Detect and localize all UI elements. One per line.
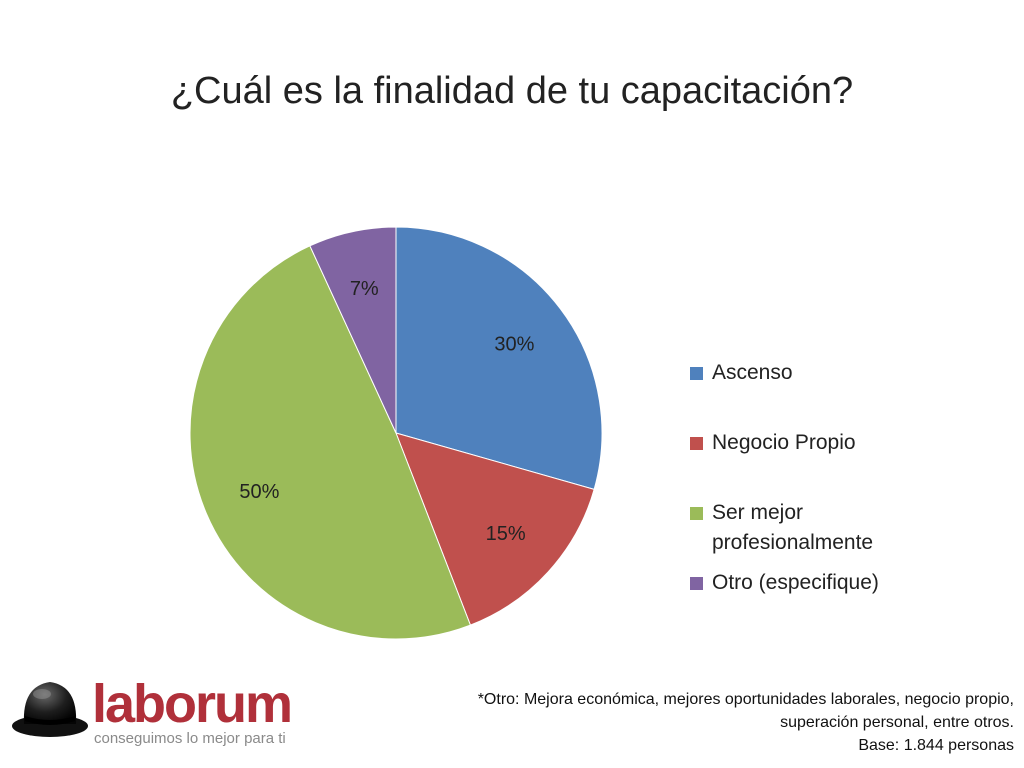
chart-legend: Ascenso Negocio Propio Ser mejor profesi… bbox=[690, 358, 930, 598]
legend-swatch bbox=[690, 367, 703, 380]
legend-label: Otro (especifique) bbox=[712, 571, 879, 594]
legend-label-line-1: Ser mejor bbox=[712, 501, 804, 524]
legend-swatch bbox=[690, 507, 703, 520]
bowler-hat-icon bbox=[12, 682, 88, 737]
page-title: ¿Cuál es la finalidad de tu capacitación… bbox=[170, 70, 854, 112]
slice-label-otro: 7% bbox=[350, 278, 379, 300]
brand-logo: laborum conseguimos lo mejor para ti bbox=[10, 668, 310, 758]
slice-label-ser-mejor-profesionalmente: 50% bbox=[239, 481, 279, 503]
legend-swatch bbox=[690, 437, 703, 450]
pie-slice-ascenso bbox=[395, 226, 603, 490]
footnote-line-2: superación personal, entre otros. bbox=[780, 714, 1014, 731]
slice-label-negocio-propio: 15% bbox=[486, 523, 526, 545]
legend-swatch bbox=[690, 577, 703, 590]
pie-slice-negocio-propio bbox=[395, 432, 595, 626]
pie-slice-ser-mejor-profesionalmente bbox=[189, 245, 472, 640]
brand-tagline: conseguimos lo mejor para ti bbox=[94, 730, 286, 747]
legend-label-line-2: profesionalmente bbox=[712, 531, 874, 554]
legend-label: Negocio Propio bbox=[712, 431, 856, 454]
brand-name: laborum bbox=[92, 674, 293, 734]
legend-item-ascenso: Ascenso bbox=[690, 358, 930, 388]
footnote-base: Base: 1.844 personas bbox=[858, 737, 1014, 754]
legend-item-ser-mejor-profesionalmente: Ser mejor profesionalmente bbox=[690, 498, 930, 558]
slice-label-ascenso: 30% bbox=[494, 334, 534, 356]
footnote: *Otro: Mejora económica, mejores oportun… bbox=[478, 688, 1014, 757]
legend-item-negocio-propio: Negocio Propio bbox=[690, 428, 930, 458]
legend-label: Ascenso bbox=[712, 361, 793, 384]
footnote-line-1: *Otro: Mejora económica, mejores oportun… bbox=[477, 691, 1014, 708]
pie-slice-otro bbox=[309, 226, 397, 434]
legend-item-otro: Otro (especifique) bbox=[690, 568, 930, 598]
